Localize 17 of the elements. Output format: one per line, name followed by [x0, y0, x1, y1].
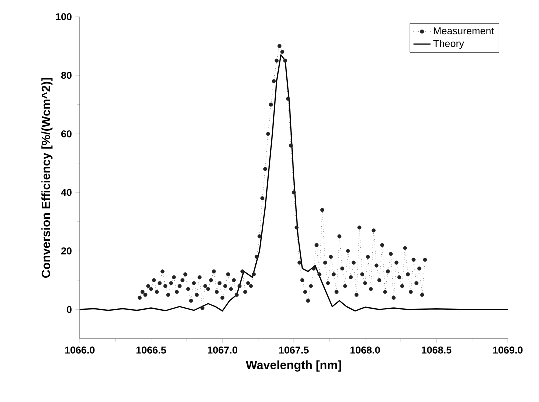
x-tick-label: 1066.0	[65, 346, 95, 354]
x-tick-label: 1068.0	[350, 346, 380, 354]
y-tick-label: 40	[61, 189, 72, 196]
y-tick-label: 20	[61, 248, 72, 255]
legend-label: Theory	[434, 40, 464, 50]
x-tick-label: 1069.0	[493, 346, 523, 354]
x-tick-label: 1067.0	[208, 346, 238, 354]
x-tick-label: 1067.5	[279, 346, 309, 354]
y-tick-label: 60	[62, 130, 72, 138]
x-tick-label: 1068.5	[422, 346, 452, 354]
y-tick-label: 0	[67, 306, 72, 314]
y-axis-title: Conversion Efficiency [%/(Wcm^2)]	[42, 78, 53, 278]
x-tick-label: 1066.5	[136, 346, 166, 354]
y-tick-label: 100	[56, 13, 72, 21]
legend-label: Measurement	[434, 28, 494, 35]
y-tick-label: 80	[61, 72, 72, 80]
x-axis-title: Wavelength [nm]	[246, 360, 342, 372]
